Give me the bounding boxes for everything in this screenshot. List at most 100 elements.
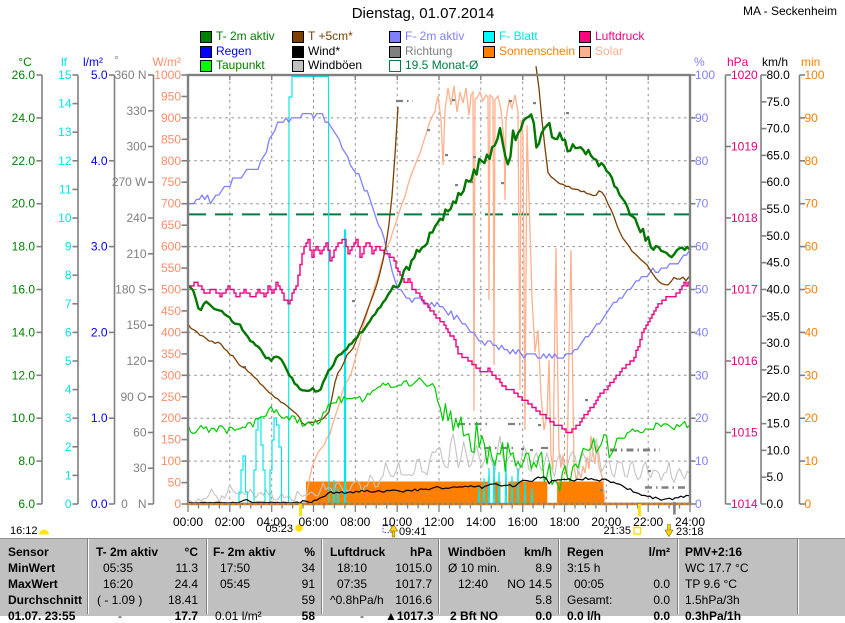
svg-text:500: 500 [161, 283, 181, 297]
svg-text:40: 40 [695, 325, 709, 339]
svg-text:300: 300 [126, 140, 146, 154]
svg-text:0 N: 0 N [121, 497, 146, 511]
svg-text:2.0: 2.0 [91, 325, 108, 339]
svg-text:11: 11 [59, 182, 72, 196]
svg-text:20: 20 [695, 411, 709, 425]
svg-text:1016: 1016 [731, 354, 758, 368]
svg-text:180 S: 180 S [115, 283, 146, 297]
svg-text:12:00: 12:00 [424, 515, 454, 529]
svg-text:lf: lf [61, 55, 68, 69]
svg-text:km/h: km/h [762, 55, 788, 69]
svg-text:1020: 1020 [731, 68, 758, 82]
svg-text:650: 650 [161, 218, 181, 232]
svg-text:04:00: 04:00 [257, 515, 287, 529]
svg-text:900: 900 [161, 111, 181, 125]
svg-text:10: 10 [805, 454, 819, 468]
svg-text:0: 0 [65, 497, 72, 511]
svg-text:25.0: 25.0 [767, 363, 791, 377]
svg-text:270 W: 270 W [112, 175, 147, 189]
svg-text:350: 350 [161, 347, 181, 361]
svg-text:hPa: hPa [727, 55, 749, 69]
svg-text:1015: 1015 [731, 426, 758, 440]
svg-text:1: 1 [65, 468, 72, 482]
svg-text:100: 100 [805, 68, 825, 82]
svg-text:150: 150 [126, 318, 146, 332]
svg-text:14:00: 14:00 [466, 515, 496, 529]
svg-text:60: 60 [695, 240, 709, 254]
svg-text:35.0: 35.0 [767, 309, 791, 323]
svg-text:10:00: 10:00 [382, 515, 412, 529]
svg-text:1017: 1017 [731, 283, 758, 297]
svg-text:21:35: 21:35 [603, 525, 631, 537]
svg-text:210: 210 [126, 247, 146, 261]
svg-text:08:00: 08:00 [340, 515, 370, 529]
svg-text:3: 3 [65, 411, 72, 425]
svg-text:02:00: 02:00 [215, 515, 245, 529]
svg-text:20.0: 20.0 [12, 197, 36, 211]
svg-text:1000: 1000 [154, 68, 181, 82]
svg-text:100: 100 [695, 68, 715, 82]
svg-text:10: 10 [58, 211, 72, 225]
svg-text:1018: 1018 [731, 211, 758, 225]
svg-text:2: 2 [65, 440, 72, 454]
svg-text:23:18: 23:18 [676, 526, 704, 538]
svg-text:0: 0 [174, 497, 181, 511]
svg-text:06:00: 06:00 [298, 515, 328, 529]
svg-text:50.0: 50.0 [767, 229, 791, 243]
svg-text:40: 40 [805, 325, 819, 339]
svg-text:60: 60 [133, 426, 147, 440]
svg-text:W/m²: W/m² [152, 55, 181, 69]
svg-text:°C: °C [18, 55, 32, 69]
svg-text:24.0: 24.0 [12, 111, 36, 125]
svg-text:450: 450 [161, 304, 181, 318]
svg-text:120: 120 [126, 354, 146, 368]
svg-text:9: 9 [65, 240, 72, 254]
svg-text:250: 250 [161, 390, 181, 404]
svg-text:%: % [694, 55, 705, 69]
svg-text:5: 5 [65, 354, 72, 368]
svg-text:24:00: 24:00 [675, 515, 705, 529]
svg-text:4: 4 [65, 383, 72, 397]
svg-text:10.0: 10.0 [767, 443, 791, 457]
svg-text:14: 14 [58, 97, 72, 111]
svg-text:150: 150 [161, 433, 181, 447]
svg-text:8.0: 8.0 [18, 454, 35, 468]
svg-text:5.0: 5.0 [91, 68, 108, 82]
svg-text:240: 240 [126, 211, 146, 225]
svg-text:550: 550 [161, 261, 181, 275]
svg-text:800: 800 [161, 154, 181, 168]
svg-text:12.0: 12.0 [12, 368, 36, 382]
svg-text:60.0: 60.0 [767, 175, 791, 189]
svg-text:40.0: 40.0 [767, 283, 791, 297]
svg-text:90: 90 [805, 111, 819, 125]
svg-text:min: min [801, 55, 820, 69]
svg-text:16:12: 16:12 [10, 525, 38, 537]
svg-text:80.0: 80.0 [767, 68, 791, 82]
svg-text:360 N: 360 N [114, 68, 146, 82]
svg-text:75.0: 75.0 [767, 95, 791, 109]
svg-text:6: 6 [65, 325, 72, 339]
svg-text:12: 12 [58, 154, 72, 168]
svg-text:10: 10 [695, 454, 709, 468]
svg-text:1019: 1019 [731, 140, 758, 154]
svg-text:1014: 1014 [731, 497, 758, 511]
svg-text:70: 70 [805, 197, 819, 211]
svg-text:0: 0 [805, 497, 812, 511]
svg-text:50: 50 [695, 283, 709, 297]
svg-text:30: 30 [133, 461, 147, 475]
svg-text:3.0: 3.0 [91, 240, 108, 254]
svg-text:15.0: 15.0 [767, 417, 791, 431]
svg-text:90: 90 [695, 111, 709, 125]
svg-text:°: ° [114, 55, 118, 67]
svg-text:8: 8 [65, 268, 72, 282]
svg-text:30: 30 [695, 368, 709, 382]
svg-text:70: 70 [695, 197, 709, 211]
svg-text:22:00: 22:00 [633, 515, 663, 529]
svg-text:700: 700 [161, 197, 181, 211]
svg-text:850: 850 [161, 132, 181, 146]
svg-text:400: 400 [161, 325, 181, 339]
svg-text:05:23: 05:23 [265, 523, 293, 535]
svg-text:6.0: 6.0 [18, 497, 35, 511]
svg-text:16:00: 16:00 [508, 515, 538, 529]
svg-text:18:00: 18:00 [549, 515, 579, 529]
